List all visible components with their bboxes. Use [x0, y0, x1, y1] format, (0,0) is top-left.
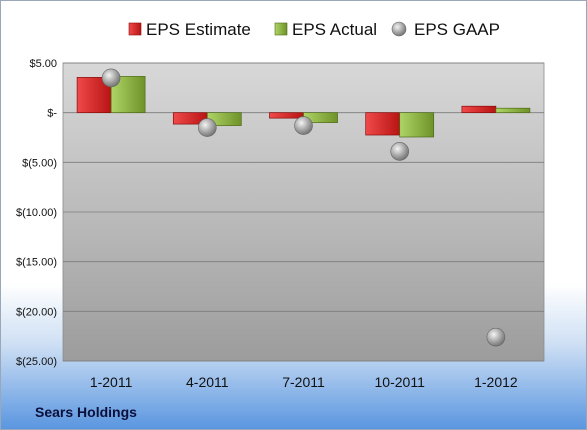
gaap-marker — [486, 327, 506, 347]
y-axis: $5.00 $- $(5.00) $(10.00) $(15.00) $(20.00) $(… — [16, 58, 57, 368]
y-tick-label: $- — [47, 108, 57, 120]
gaap-marker — [390, 142, 410, 161]
x-tick-label: 7-2011 — [282, 374, 325, 390]
x-tick-label: 4-2011 — [186, 374, 229, 390]
x-axis: 1-2011 4-2011 7-2011 10-2011 1-2012 — [90, 374, 518, 390]
x-tick-label: 1-2012 — [474, 374, 518, 390]
legend-swatch-estimate — [128, 22, 142, 36]
legend-swatch-actual — [274, 22, 288, 36]
gaap-marker — [101, 68, 121, 88]
y-tick-label: $(15.00) — [16, 257, 57, 269]
estimate-bar — [365, 112, 401, 136]
gaap-marker — [198, 118, 217, 137]
legend-marker-gaap — [391, 21, 407, 37]
company-name: Sears Holdings — [35, 404, 137, 420]
legend-label-estimate: EPS Estimate — [146, 20, 251, 39]
x-tick-label: 10-2011 — [375, 374, 426, 390]
legend-item-estimate: EPS Estimate — [128, 20, 251, 39]
legend-item-actual: EPS Actual — [274, 20, 377, 39]
gaap-markers — [101, 68, 506, 347]
y-tick-label: $(25.00) — [16, 356, 57, 368]
legend-label-actual: EPS Actual — [292, 20, 377, 39]
gaap-marker — [294, 116, 313, 135]
legend-label-gaap: EPS GAAP — [414, 20, 500, 39]
y-tick-label: $(5.00) — [22, 157, 57, 169]
y-tick-label: $5.00 — [29, 58, 57, 70]
legend: EPS Estimate EPS Actual EPS GAAP — [128, 20, 500, 39]
actual-bar — [399, 112, 435, 138]
x-tick-label: 1-2011 — [90, 374, 133, 390]
y-tick-label: $(10.00) — [16, 207, 57, 219]
legend-item-gaap: EPS GAAP — [391, 20, 500, 39]
estimate-bar — [461, 105, 497, 114]
y-tick-label: $(20.00) — [16, 306, 57, 318]
estimate-bar — [269, 112, 304, 119]
actual-bar — [495, 107, 531, 114]
